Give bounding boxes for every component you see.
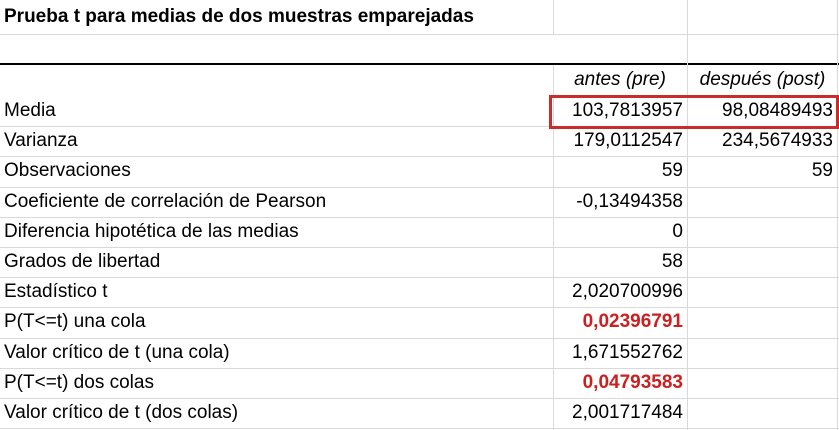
grid-line	[837, 0, 838, 430]
grid-line	[0, 307, 839, 308]
value-pre: 179,0112547	[573, 130, 683, 152]
column-header-pre: antes (pre)	[574, 69, 666, 90]
value-post	[688, 398, 837, 428]
grid-line	[0, 126, 839, 127]
value-pre: 58	[661, 251, 683, 272]
row-label: Valor crítico de t (una cola)	[4, 341, 230, 363]
value-pre: 0	[672, 220, 683, 242]
value-post: 98,08489493	[722, 100, 833, 121]
value-pre: -0,13494358	[576, 190, 683, 212]
grid-line	[0, 247, 839, 248]
value-pre: 0,02396791	[582, 311, 683, 333]
value-post	[688, 307, 837, 337]
row-label: Observaciones	[4, 160, 131, 182]
value-pre: 1,671552762	[572, 341, 683, 363]
row-label: P(T<=t) una cola	[4, 311, 146, 333]
value-post	[688, 217, 837, 247]
value-post: 59	[811, 160, 833, 182]
grid-line	[0, 428, 839, 429]
row-label: Estadístico t	[4, 281, 108, 303]
grid-line	[0, 398, 839, 399]
row-label: Diferencia hipotética de las medias	[4, 220, 299, 242]
grid-line	[0, 34, 839, 35]
media-highlight-box	[549, 95, 839, 129]
header-rule	[0, 63, 839, 65]
row-label: Media	[4, 100, 56, 121]
row-label: Varianza	[4, 130, 78, 152]
value-pre: 0,04793583	[582, 371, 683, 393]
value-post	[688, 338, 837, 368]
value-post	[688, 247, 837, 277]
value-pre: 2,001717484	[572, 402, 683, 423]
grid-line	[0, 156, 839, 157]
grid-line	[0, 187, 839, 188]
value-pre: 103,7813957	[572, 100, 683, 121]
grid-line	[687, 0, 688, 430]
grid-line	[0, 217, 839, 218]
row-label: P(T<=t) dos colas	[4, 371, 154, 393]
table-title: Prueba t para medias de dos muestras emp…	[4, 6, 474, 27]
grid-line	[0, 368, 839, 369]
grid-line	[553, 0, 554, 34]
grid-line	[0, 338, 839, 339]
value-post	[688, 187, 837, 217]
grid-line	[0, 277, 839, 278]
value-pre: 2,020700996	[572, 281, 683, 303]
column-header-post: después (post)	[699, 69, 826, 90]
value-post: 234,5674933	[722, 130, 833, 152]
row-label: Valor crítico de t (dos colas)	[4, 402, 239, 423]
row-label: Grados de libertad	[4, 251, 161, 272]
row-label: Coeficiente de correlación de Pearson	[4, 190, 327, 212]
value-pre: 59	[661, 160, 683, 182]
value-post	[688, 368, 837, 398]
value-post	[688, 277, 837, 307]
